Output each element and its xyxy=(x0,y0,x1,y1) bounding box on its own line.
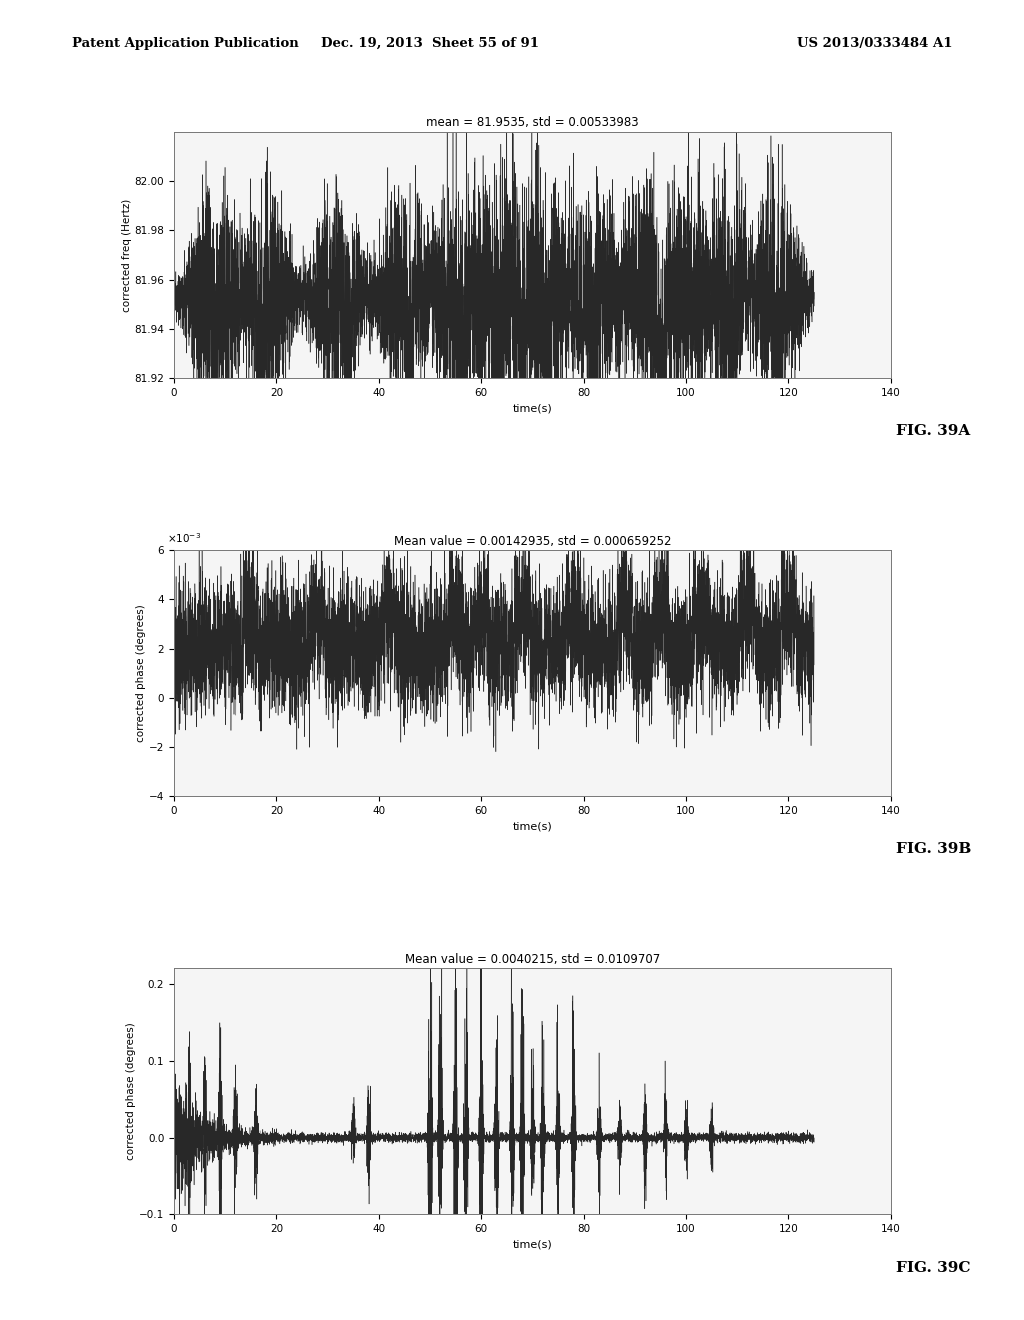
Y-axis label: corrected phase (degrees): corrected phase (degrees) xyxy=(136,605,146,742)
X-axis label: time(s): time(s) xyxy=(513,1239,552,1250)
Text: FIG. 39B: FIG. 39B xyxy=(896,842,972,857)
X-axis label: time(s): time(s) xyxy=(513,821,552,832)
Text: Dec. 19, 2013  Sheet 55 of 91: Dec. 19, 2013 Sheet 55 of 91 xyxy=(322,37,539,50)
Title: Mean value = 0.0040215, std = 0.0109707: Mean value = 0.0040215, std = 0.0109707 xyxy=(404,953,660,966)
Y-axis label: corrected phase (degrees): corrected phase (degrees) xyxy=(126,1023,136,1160)
Text: $\times 10^{-3}$: $\times 10^{-3}$ xyxy=(167,532,201,545)
Text: US 2013/0333484 A1: US 2013/0333484 A1 xyxy=(797,37,952,50)
Text: FIG. 39A: FIG. 39A xyxy=(896,424,971,438)
Text: FIG. 39C: FIG. 39C xyxy=(896,1261,971,1275)
X-axis label: time(s): time(s) xyxy=(513,404,552,413)
Title: mean = 81.9535, std = 0.00533983: mean = 81.9535, std = 0.00533983 xyxy=(426,116,639,129)
Y-axis label: corrected freq (Hertz): corrected freq (Hertz) xyxy=(122,198,132,312)
Text: Patent Application Publication: Patent Application Publication xyxy=(72,37,298,50)
Title: Mean value = 0.00142935, std = 0.000659252: Mean value = 0.00142935, std = 0.0006592… xyxy=(394,535,671,548)
